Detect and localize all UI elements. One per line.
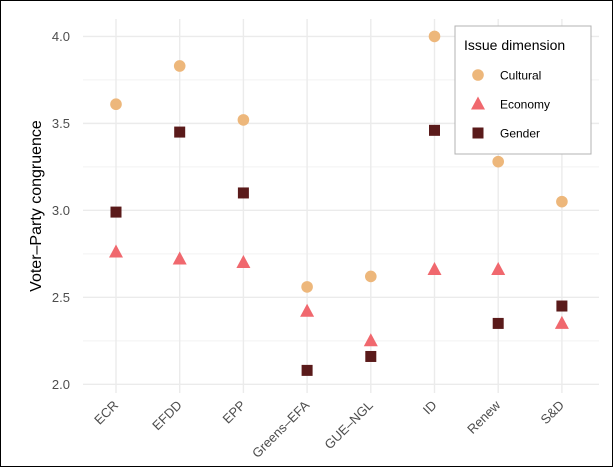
- x-tick-label: S&D: [538, 398, 568, 428]
- legend-key-gender: [472, 127, 484, 139]
- legend: Issue dimension Cultural Economy Gender: [454, 25, 592, 155]
- legend-key-cultural: [472, 69, 484, 81]
- x-tick-label: EFDD: [149, 398, 185, 434]
- gender-point: [365, 350, 377, 362]
- cultural-point: [556, 195, 568, 208]
- gender-point: [429, 124, 440, 136]
- gender-point: [301, 364, 313, 376]
- x-tick-label: Greens–EFA: [249, 397, 312, 460]
- economy-point: [363, 333, 378, 347]
- economy-point: [427, 261, 442, 275]
- economy-point: [554, 315, 569, 329]
- data-layer: [109, 30, 569, 376]
- x-tick-label: GUE–NGL: [321, 398, 376, 453]
- gender-point: [174, 126, 186, 138]
- legend-key-economy: [471, 96, 485, 110]
- gender-point: [492, 317, 504, 329]
- cultural-point: [110, 98, 122, 111]
- legend-label-economy: Economy: [500, 98, 550, 112]
- y-axis-title: Voter–Party congruence: [28, 120, 45, 292]
- gender-point: [237, 187, 249, 199]
- y-tick-label: 2.5: [52, 290, 70, 305]
- cultural-point: [173, 60, 186, 72]
- x-tick-label: ID: [420, 398, 440, 418]
- economy-point: [491, 261, 506, 275]
- cultural-point: [301, 281, 313, 293]
- x-tick-label: Renew: [464, 397, 504, 437]
- y-tick-label: 3.0: [52, 203, 70, 218]
- gender-point: [110, 206, 122, 218]
- cultural-point: [428, 30, 441, 43]
- legend-label-cultural: Cultural: [500, 69, 541, 83]
- y-tick-label: 4.0: [52, 29, 70, 44]
- cultural-point: [492, 155, 505, 168]
- legend-label-gender: Gender: [500, 127, 540, 141]
- economy-point: [109, 244, 123, 258]
- y-tick-label: 2.0: [52, 377, 70, 392]
- cultural-point: [237, 114, 250, 126]
- economy-point: [236, 254, 251, 268]
- economy-point: [172, 251, 187, 265]
- cultural-point: [365, 270, 377, 283]
- legend-title: Issue dimension: [464, 37, 565, 53]
- x-tick-label: ECR: [91, 398, 121, 428]
- x-tick-label: EPP: [220, 398, 249, 427]
- gender-point: [556, 300, 568, 312]
- y-tick-label: 3.5: [52, 116, 70, 131]
- economy-point: [300, 303, 315, 317]
- grid-layer: [83, 19, 599, 393]
